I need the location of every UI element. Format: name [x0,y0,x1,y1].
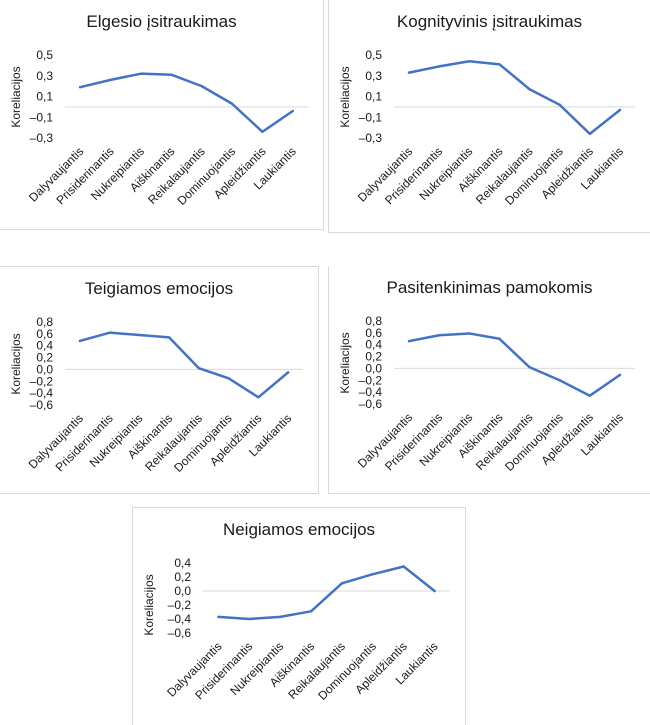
chart-neigiamos-emocijos: 0,4 0,2 0,0 –0,2 –0,4 –0,6 Dalyvaujantis Prisid… [132,507,466,725]
data-point [197,367,201,370]
y-tick-label: –0,4 [168,612,192,626]
data-point [227,377,230,380]
y-tick-label: 0,0 [365,361,382,375]
y-tick-label: 0,2 [36,351,53,365]
chart-teigiamos-emocijos: 0,8 0,6 0,4 0,2 0,0 –0,2 –0,4 –0,6 Dalyvaujantis… [0,266,319,494]
data-point [588,394,592,397]
data-point [200,84,203,88]
data-point [309,610,313,613]
y-tick-label: 0,2 [365,350,382,364]
data-point [108,331,111,334]
data-point [402,565,405,568]
data-point [528,88,531,91]
data-point [217,615,220,619]
data-series-line [78,331,290,399]
data-point [286,371,290,374]
y-axis-label: Koreliacijos [338,332,352,394]
data-point [433,589,436,593]
y-axis-label: Koreliacijos [338,66,352,128]
y-tick-label: –0,4 [359,385,383,399]
data-point [371,573,375,576]
y-tick-label: 0,4 [174,556,191,570]
y-tick-label: 0,4 [365,338,382,352]
y-tick-label: 0,3 [365,69,382,83]
y-axis-label: Koreliacijos [9,66,23,128]
data-point [498,63,501,66]
y-tick-label: 0,0 [36,362,53,376]
chart-elgesio-isitraukimas: 0,5 0,3 0,1 –0,1 –0,3 Dalyvaujantis Prisiderin… [0,0,324,230]
y-tick-label: –0,1 [359,110,383,124]
data-point [261,130,264,133]
y-tick-label: 0,6 [36,327,53,341]
data-point [618,108,622,112]
y-tick-label: –0,2 [168,598,192,612]
y-tick-label: 0,1 [36,90,53,104]
data-point [138,333,141,337]
y-tick-label: –0,6 [168,626,192,640]
y-axis-label: Koreliacijos [9,333,23,395]
chart-plot: 0,80,60,40,20,0–0,2–0,4–0,6Dalyvaujantis… [355,314,635,474]
y-tick-label: –0,1 [30,110,54,124]
data-point [139,72,143,75]
y-tick-label: –0,6 [359,397,383,411]
chart-title: Neigiamos emocijos [222,520,376,539]
y-tick-label: –0,3 [359,131,383,145]
chart-kognityvinis-isitraukimas: 0,5 0,3 0,1 –0,1 –0,3 Dalyvaujantis Prisiderin… [328,0,650,233]
data-point [340,582,344,585]
y-tick-label: –0,4 [30,386,54,400]
chart-title: Teigiamos emocijos [84,279,234,298]
data-point [278,615,282,619]
data-point [437,65,441,68]
y-tick-label: –0,2 [30,374,54,388]
chart-pasitenkinimas-pamokomis: 0,8 0,6 0,4 0,2 0,0 –0,2 –0,4 –0,6 Dalyvaujantis… [328,266,650,494]
data-point [291,109,295,113]
y-tick-label: 0,8 [365,314,382,328]
y-tick-label: –0,3 [30,131,54,145]
y-tick-label: 0,3 [36,69,53,83]
chart-plot: 0,40,20,0–0,2–0,4–0,6DalyvaujantisPrisid… [164,556,450,703]
y-tick-label: 0,5 [36,48,53,62]
data-point [588,132,592,136]
data-point [167,336,171,339]
data-point [230,102,234,105]
data-point [407,71,411,74]
y-tick-label: 0,0 [174,584,191,598]
data-point [558,379,561,382]
data-point [618,373,622,377]
chart-plot: 0,50,30,1–0,1–0,3DalyvaujantisPrisiderin… [26,48,308,208]
data-series-line [217,565,436,621]
data-point [257,396,260,399]
y-tick-label: 0,6 [365,326,382,340]
data-series-line [78,72,295,134]
y-tick-label: –0,6 [30,398,54,412]
y-axis-label: Koreliacijos [142,574,156,636]
data-point [407,339,411,343]
data-point [558,103,561,107]
y-tick-label: 0,4 [36,339,53,353]
data-point [78,85,82,89]
data-point [528,366,531,369]
y-tick-label: –0,2 [359,373,383,387]
data-point [468,332,471,335]
chart-plot: 0,50,30,1–0,1–0,3DalyvaujantisPrisiderin… [355,48,635,208]
data-point [468,60,471,63]
data-series-line [407,59,622,136]
chart-title: Kognityvinis įsitraukimas [396,12,583,31]
chart-title: Elgesio įsitraukimas [86,12,237,31]
y-tick-label: 0,5 [365,48,382,62]
y-tick-label: 0,2 [174,570,191,584]
data-point [437,334,441,337]
data-point [78,339,82,343]
y-tick-label: 0,8 [36,315,53,329]
data-point [248,617,251,621]
data-point [498,337,501,340]
data-point [170,73,173,76]
y-tick-label: 0,1 [365,90,382,104]
chart-plot: 0,80,60,40,20,0–0,2–0,4–0,6Dalyvaujantis… [26,315,303,475]
chart-title: Pasitenkinimas pamokomis [386,278,593,297]
data-point [109,78,112,82]
data-series-line [407,332,622,397]
